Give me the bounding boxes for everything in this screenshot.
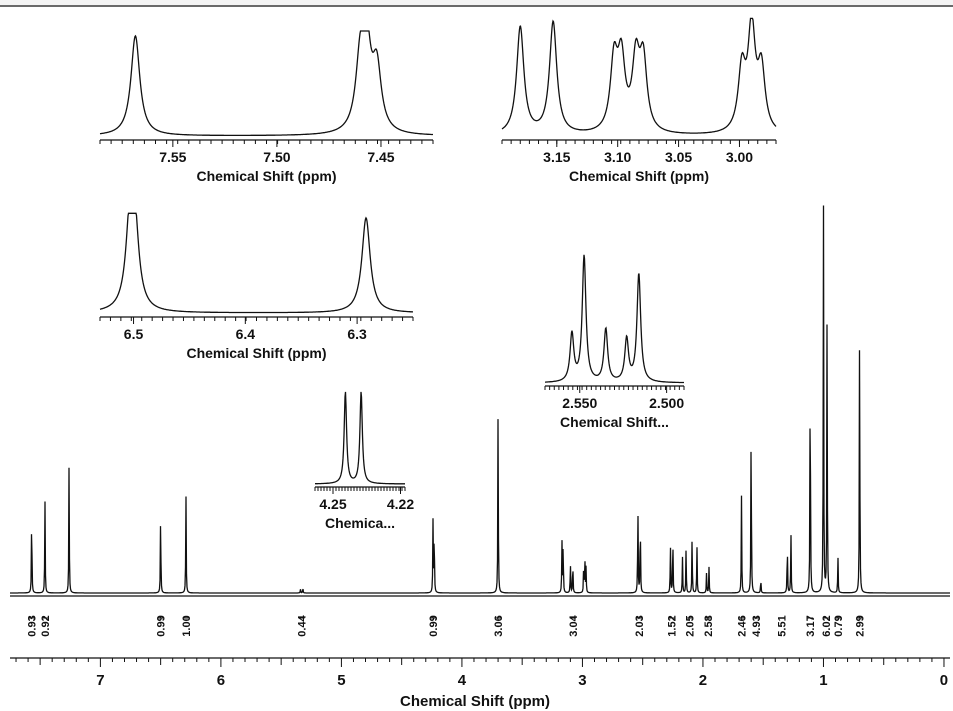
- integral-value: 1.00: [181, 615, 193, 636]
- inset-tick-label: 7.50: [263, 149, 290, 165]
- integral-value: 2.03: [634, 615, 646, 636]
- inset-doublet-4.24: 4.25 4.22 Chemica...: [314, 391, 414, 531]
- inset-trace: [99, 30, 433, 137]
- inset-tick-label: 3.10: [604, 149, 631, 165]
- main-x-tick-labels: 7 6 5 4 3 2 1 0: [96, 672, 948, 689]
- inset-tick-label: 7.45: [367, 149, 394, 165]
- integral-value: 0.99: [156, 615, 168, 636]
- inset-x-axis-label: Chemica...: [325, 515, 395, 531]
- integral-value: 0.44: [297, 614, 309, 636]
- inset-trace: [501, 17, 777, 134]
- main-x-tick-label: 1: [819, 672, 827, 689]
- integral-value: 3.04: [568, 614, 580, 636]
- integral-value: 6.02: [821, 615, 833, 636]
- inset-tick-label: 6.4: [236, 326, 256, 342]
- integral-value: 0.99: [428, 615, 440, 636]
- integral-value: 4.93: [751, 615, 763, 636]
- inset-tick-label: 6.5: [124, 326, 144, 342]
- inset-aromatic-7.5: 7.55 7.50 7.45 Chemical Shift (ppm): [99, 30, 434, 184]
- inset-tick-label: 4.22: [387, 496, 414, 512]
- main-x-tick-label: 0: [940, 672, 948, 689]
- inset-tick-label: 2.550: [562, 395, 597, 411]
- inset-aromatic-6.4: 6.5 6.4 6.3 Chemical Shift (ppm): [99, 212, 414, 361]
- integral-value: 0.92: [40, 615, 52, 636]
- integral-value: 0.93: [27, 615, 39, 636]
- integral-value: 2.46: [737, 615, 749, 636]
- main-x-ticks: [15, 658, 945, 667]
- integral-value: 2.99: [855, 615, 867, 636]
- main-x-axis-label: Chemical Shift (ppm): [400, 693, 550, 710]
- inset-tick-label: 6.3: [347, 326, 367, 342]
- inset-tick-label: 3.05: [665, 149, 692, 165]
- inset-trace: [315, 391, 405, 485]
- main-spectrum: 7 6 5 4 3 2 1 0 0.93 0.92 0.99 1.00 0.44 0.99 3.06 3.0…: [10, 205, 950, 710]
- integral-value: 2.05: [685, 615, 697, 636]
- window-top-strip: [0, 0, 953, 7]
- main-x-tick-label: 2: [699, 672, 707, 689]
- main-x-tick-label: 4: [458, 672, 467, 689]
- integral-value: 3.17: [805, 615, 817, 636]
- main-x-tick-label: 3: [578, 672, 586, 689]
- integral-value: 2.58: [703, 615, 715, 636]
- inset-tick-label: 3.00: [726, 149, 753, 165]
- inset-tick-label: 2.500: [649, 395, 684, 411]
- integral-labels: 0.93 0.92 0.99 1.00 0.44 0.99 3.06 3.04 2.03 1.52…: [27, 614, 867, 636]
- inset-tick-label: 4.25: [319, 496, 346, 512]
- inset-tick-label: 7.55: [159, 149, 186, 165]
- inset-x-axis-label: Chemical Shift (ppm): [186, 345, 326, 361]
- integral-value: 5.51: [776, 615, 788, 636]
- integral-value: 0.79: [833, 615, 845, 636]
- inset-x-axis-label: Chemical Shift...: [560, 414, 669, 430]
- inset-x-axis-label: Chemical Shift (ppm): [569, 168, 709, 184]
- inset-aliphatic-3.1: 3.15 3.10 3.05 3.00 Chemical Shift (ppm): [501, 17, 777, 184]
- inset-triplet-2.52: 2.550 2.500 Chemical Shift...: [544, 254, 685, 430]
- main-x-tick-label: 7: [96, 672, 104, 689]
- integral-value: 3.06: [493, 615, 505, 636]
- inset-x-axis-label: Chemical Shift (ppm): [196, 168, 336, 184]
- main-spectrum-trace: [10, 205, 950, 594]
- main-x-tick-label: 6: [217, 672, 225, 689]
- integral-value: 1.52: [667, 615, 679, 636]
- main-x-tick-label: 5: [337, 672, 345, 689]
- inset-trace: [545, 254, 684, 384]
- inset-trace: [99, 212, 413, 314]
- inset-tick-label: 3.15: [543, 149, 570, 165]
